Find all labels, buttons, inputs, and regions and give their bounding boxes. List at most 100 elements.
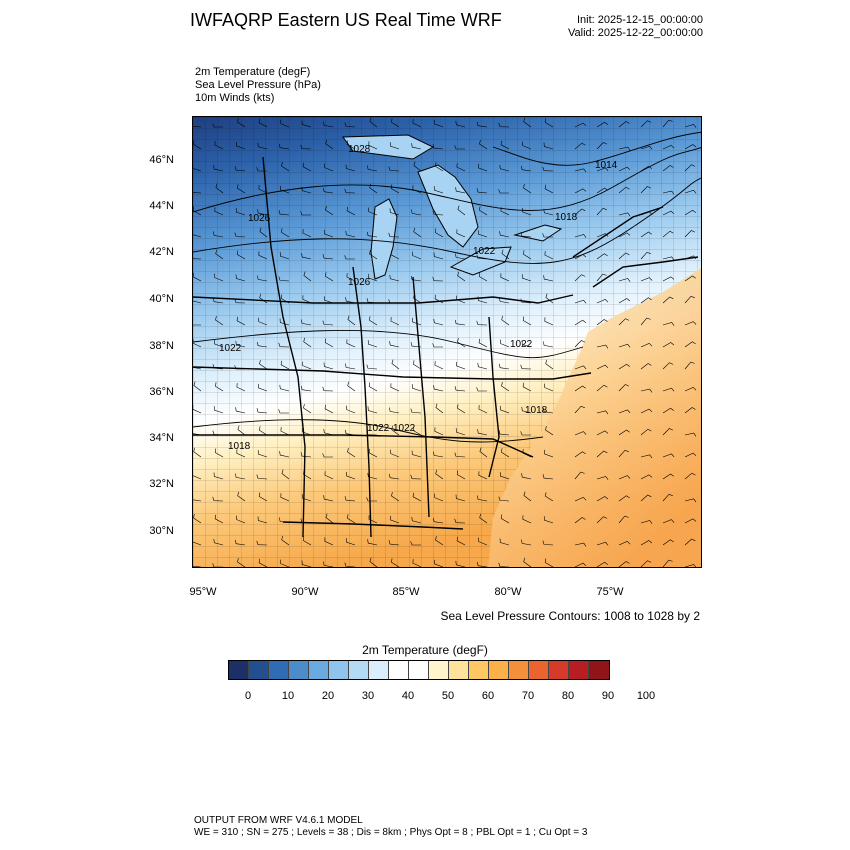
wind-barb [369,117,378,128]
wind-barb [456,163,466,172]
wind-barb [412,559,422,567]
colorbar-label: 40 [401,690,415,702]
colorbar-label: 50 [441,690,455,702]
field-label: 10m Winds (kts) [195,92,275,104]
wind-barb [476,320,488,326]
wind-barb [618,166,631,172]
contour-label: 1018 [555,212,578,223]
init-time: Init: 2025-12-15_00:00:00 [577,14,703,26]
wind-barb [390,184,400,194]
lat-label: 40°N [149,293,174,305]
wind-barb [499,538,510,546]
wind-barb [499,472,510,480]
wind-barb [684,189,697,194]
wind-barb [236,449,246,458]
colorbar-swatch [249,661,269,679]
wind-barb [522,382,532,392]
wind-barb [322,320,334,326]
wind-barb [213,472,224,480]
wind-barb [596,273,607,282]
wind-barb [542,407,554,414]
wind-barb [476,254,488,260]
wind-barb [640,211,653,216]
wind-barb [193,324,201,326]
colorbar-label: 60 [481,690,495,702]
wind-barb [501,448,510,458]
wind-barb [684,321,697,326]
wind-barb [684,564,696,567]
wind-barb [542,540,554,546]
wind-barb [500,339,510,348]
wind-barb [574,340,586,348]
colorbar-swatch [229,661,249,679]
wind-barb [193,447,202,458]
wind-barb [662,210,675,216]
wind-barb [215,249,224,260]
wind-barb [345,363,356,370]
colorbar-label: 0 [244,690,252,702]
contour-label: 1028 [348,144,371,155]
wind-barb [212,496,224,502]
colorbar-label: 10 [281,690,295,702]
wind-barb [574,168,587,173]
wind-barb [390,449,400,458]
wind-barb [410,408,422,414]
wind-barb [640,408,653,414]
wind-barb [389,341,400,348]
wind-barb [523,117,532,128]
wind-barb [662,296,674,304]
wind-barb [522,515,532,524]
wind-barb [596,410,609,415]
wind-barb [212,364,224,370]
wind-barb [279,318,290,326]
wind-barb [193,381,202,392]
wind-barb [574,234,587,238]
wind-barb [596,541,609,546]
wind-barb [684,255,697,260]
wind-barb [596,142,608,150]
wind-barb [500,140,510,150]
wind-barb [684,472,696,480]
contour-label: 1026 [348,277,371,288]
wind-barb [596,384,608,392]
wind-barb [413,227,422,238]
wind-barb [522,141,532,150]
wind-barb [618,540,631,546]
wind-barb [368,448,378,458]
wind-barb [367,165,378,172]
wind-barb [391,359,400,370]
wind-barb [596,516,608,524]
wind-barb [301,186,312,194]
wind-barb [501,382,510,392]
wind-barb [476,121,488,128]
wind-barb [280,493,290,502]
wind-barb [410,342,422,348]
wind-barb [520,431,531,436]
lat-label: 30°N [149,525,174,537]
wind-barb [300,452,312,458]
wind-barb [618,343,631,348]
wind-barb [454,452,466,458]
wind-barb [574,122,587,128]
wind-barb [193,471,202,480]
wind-barb [346,339,356,348]
wind-barb [235,340,246,348]
wind-barb [344,429,356,436]
wind-barb [367,472,378,480]
wind-barb [684,452,697,458]
wind-barb [324,404,334,414]
wind-barb [477,230,488,238]
wind-barb [213,538,224,546]
wind-barb [544,317,554,326]
contour-label: 1018 [228,441,251,452]
wind-barb [684,230,696,238]
wind-barb [618,298,631,304]
wind-barb [574,385,586,392]
wind-barb [278,409,289,414]
state-borders [193,156,699,538]
wind-barbs [193,117,697,567]
wind-barb [662,276,675,282]
wind-barb [618,232,631,238]
wind-barb [302,536,312,546]
wind-barb [479,447,488,458]
